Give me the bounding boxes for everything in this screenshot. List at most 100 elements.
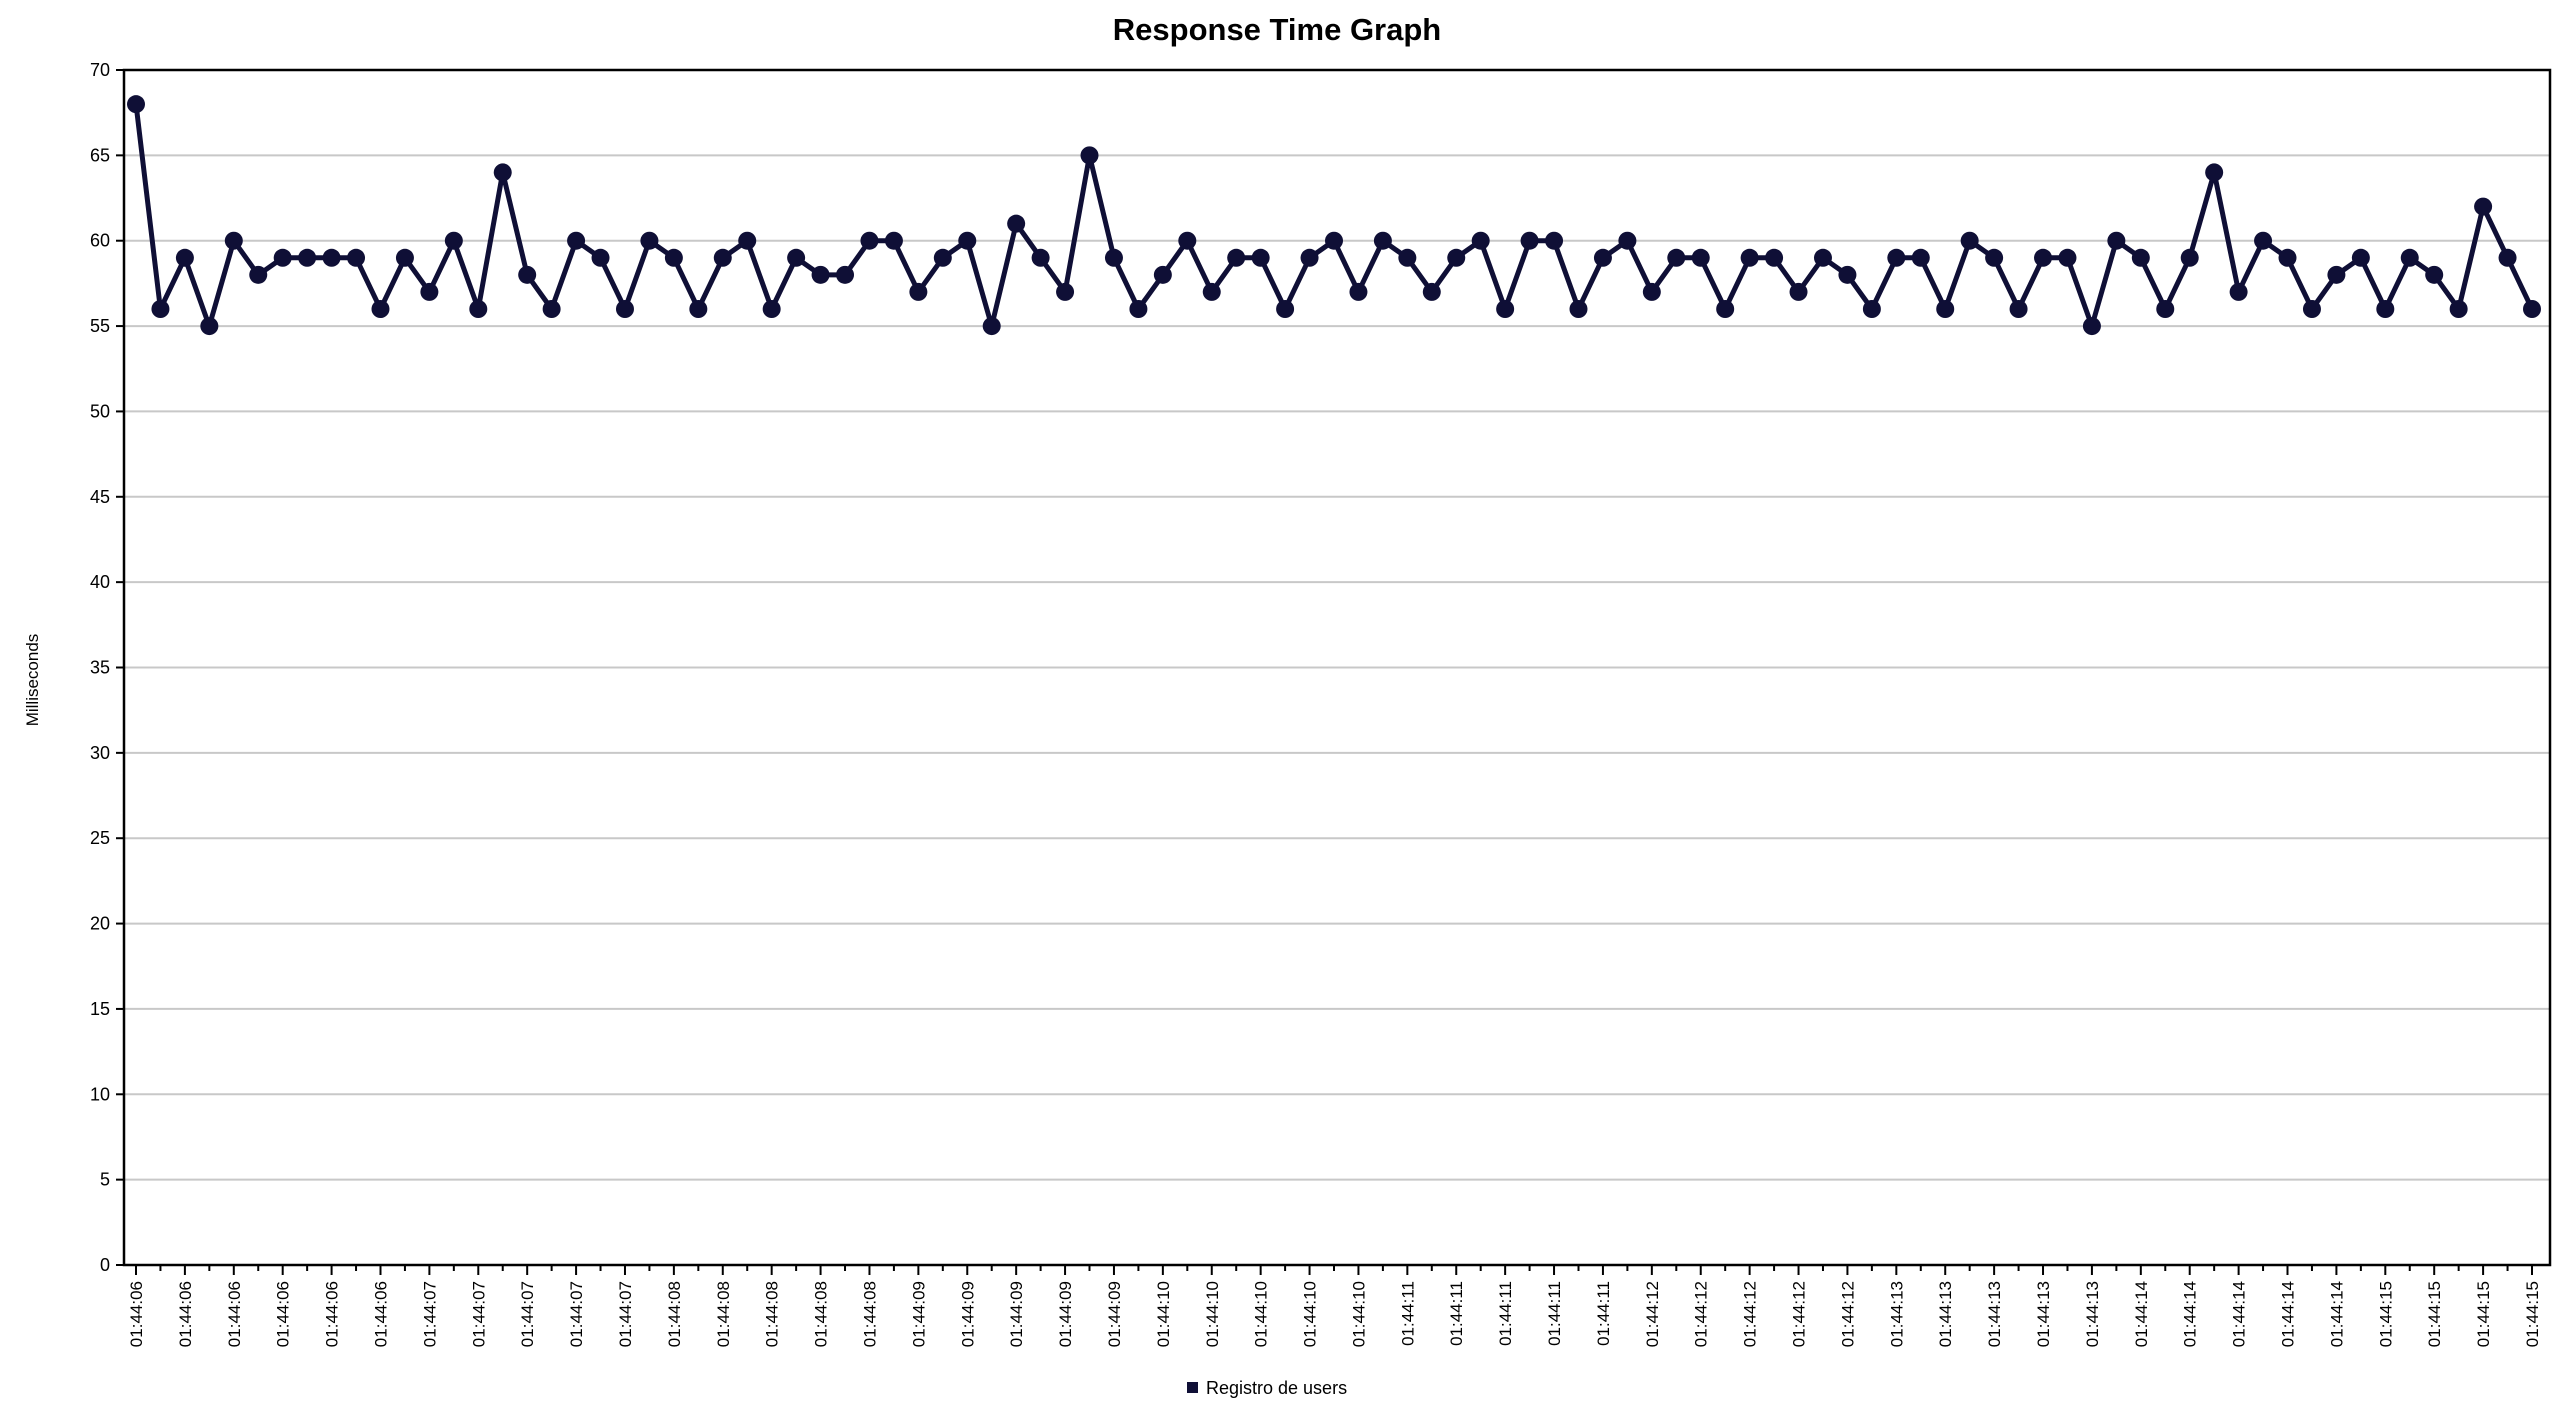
data-point <box>1789 282 1808 301</box>
y-tick-label-25: 25 <box>90 828 110 848</box>
data-point <box>1080 146 1099 165</box>
data-point <box>1422 282 1441 301</box>
data-point <box>1960 231 1979 250</box>
x-tick-label: 01:44:12 <box>1643 1281 1662 1347</box>
series-registro-de-users <box>127 95 2541 336</box>
x-tick-label: 01:44:13 <box>2083 1281 2102 1347</box>
data-point <box>836 265 855 284</box>
x-tick-label: 01:44:11 <box>1447 1281 1466 1346</box>
data-point <box>2254 231 2273 250</box>
x-tick-label: 01:44:13 <box>1936 1281 1955 1347</box>
data-point <box>2351 248 2370 267</box>
data-point <box>1887 248 1906 267</box>
chart-title: Response Time Graph <box>1113 12 1441 47</box>
gridlines <box>124 154 2550 1181</box>
data-point <box>958 231 977 250</box>
y-tick-label-5: 5 <box>100 1170 110 1190</box>
data-point <box>713 248 732 267</box>
data-point <box>2278 248 2297 267</box>
data-point <box>664 248 683 267</box>
x-tick-label: 01:44:13 <box>1887 1281 1906 1347</box>
x-tick-label: 01:44:12 <box>1741 1281 1760 1347</box>
x-tick-label: 01:44:07 <box>518 1281 537 1347</box>
data-point <box>371 300 390 318</box>
data-point <box>2425 265 2444 284</box>
x-tick-label: 01:44:11 <box>1496 1281 1515 1346</box>
y-tick-label-55: 55 <box>90 316 110 336</box>
x-tick-label: 01:44:06 <box>176 1281 195 1347</box>
data-point <box>1056 282 1075 301</box>
x-axis-ticks: 01:44:06 01:44:06 01:44:06 01:44:06 01:44:06… <box>127 1265 2542 1347</box>
x-tick-label: 01:44:11 <box>1545 1281 1564 1346</box>
data-point <box>175 248 194 267</box>
data-point <box>200 317 219 336</box>
data-point <box>1765 248 1784 267</box>
data-point <box>1227 248 1246 267</box>
data-point <box>640 231 659 250</box>
data-point <box>1667 248 1686 267</box>
data-point <box>1593 248 1612 267</box>
data-point <box>2474 197 2493 216</box>
y-tick-label-45: 45 <box>90 487 110 507</box>
x-tick-label: 01:44:08 <box>665 1281 684 1347</box>
data-point <box>1569 300 1588 318</box>
x-tick-label: 01:44:14 <box>2132 1281 2151 1347</box>
data-point <box>2082 317 2101 336</box>
data-point <box>1740 248 1759 267</box>
x-tick-label: 01:44:06 <box>274 1281 293 1347</box>
data-point <box>2034 248 2053 267</box>
data-point <box>469 300 488 318</box>
data-point <box>1642 282 1661 301</box>
data-point <box>738 231 757 250</box>
series-line <box>133 103 2535 329</box>
data-point <box>1985 248 2004 267</box>
data-point <box>444 231 463 250</box>
x-tick-label: 01:44:15 <box>2376 1281 2395 1347</box>
data-point <box>298 248 317 267</box>
x-tick-label: 01:44:09 <box>958 1281 977 1347</box>
data-point <box>933 248 952 267</box>
x-tick-label: 01:44:10 <box>1252 1281 1271 1347</box>
x-tick-label: 01:44:09 <box>1105 1281 1124 1347</box>
data-point <box>982 317 1001 336</box>
data-point <box>518 265 537 284</box>
data-point <box>2205 163 2224 182</box>
x-tick-label: 01:44:09 <box>1056 1281 1075 1347</box>
legend-label: Registro de users <box>1206 1378 1347 1398</box>
data-point <box>1862 300 1881 318</box>
x-tick-label: 01:44:14 <box>2230 1281 2249 1347</box>
y-axis-ticks: 0 5 10 15 20 25 30 35 40 45 50 55 60 65 70 <box>90 60 124 1275</box>
x-tick-label: 01:44:11 <box>1594 1281 1613 1346</box>
data-point <box>2376 300 2395 318</box>
x-tick-label: 01:44:06 <box>225 1281 244 1347</box>
data-point <box>2498 248 2517 267</box>
x-tick-label: 01:44:12 <box>1838 1281 1857 1347</box>
data-point <box>567 231 586 250</box>
x-tick-label: 01:44:07 <box>469 1281 488 1347</box>
data-point <box>2327 265 2346 284</box>
y-tick-label-15: 15 <box>90 999 110 1019</box>
data-point <box>884 231 903 250</box>
data-point <box>1691 248 1710 267</box>
data-point <box>1911 248 1930 267</box>
data-point <box>909 282 928 301</box>
legend-swatch <box>1187 1382 1198 1393</box>
data-point <box>811 265 830 284</box>
data-point <box>2180 248 2199 267</box>
data-point <box>1716 300 1735 318</box>
y-tick-label-35: 35 <box>90 658 110 678</box>
data-point <box>1129 300 1148 318</box>
x-tick-label: 01:44:10 <box>1154 1281 1173 1347</box>
data-point <box>1545 231 1564 250</box>
data-point <box>1325 231 1343 250</box>
x-tick-label: 01:44:07 <box>616 1281 635 1347</box>
data-point <box>1202 282 1221 301</box>
x-tick-label: 01:44:08 <box>860 1281 879 1347</box>
y-tick-label-50: 50 <box>90 401 110 421</box>
x-tick-label: 01:44:15 <box>2474 1281 2493 1347</box>
data-point <box>1153 265 1172 284</box>
y-tick-label-40: 40 <box>90 572 110 592</box>
y-tick-label-10: 10 <box>90 1084 110 1104</box>
